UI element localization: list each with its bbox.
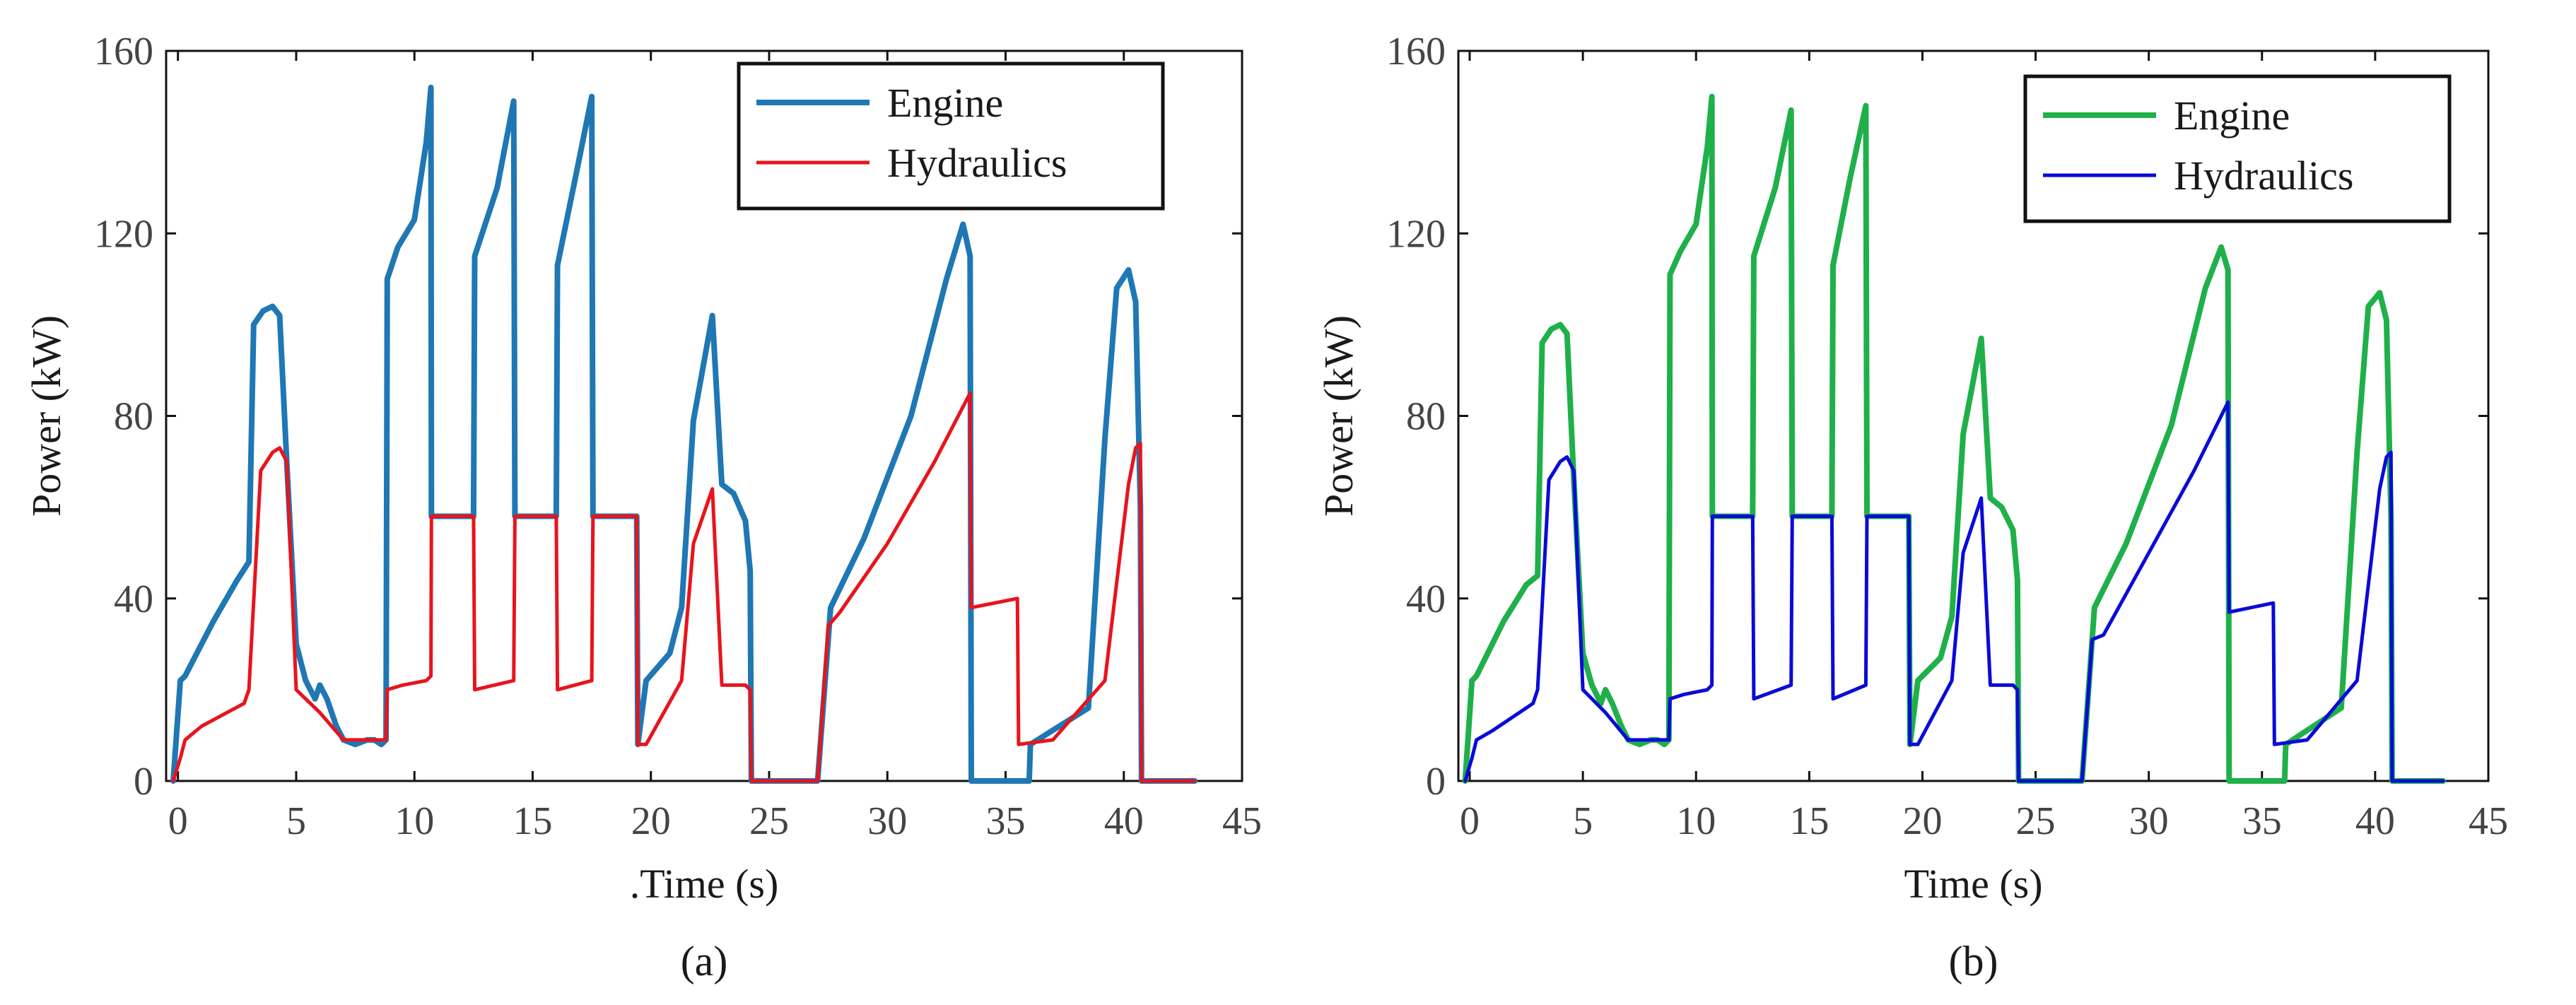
y-tick-label: 120 [94,212,153,256]
legend: Engine Hydraulics [2023,74,2452,223]
x-tick-label: 35 [2242,799,2282,843]
x-tick-label: 10 [1676,799,1716,843]
y-tick-label: 40 [1406,577,1446,621]
x-tick-label: 35 [985,799,1025,843]
y-tick-label: 160 [94,30,153,74]
x-tick-label: 30 [2129,799,2169,843]
x-tick-label: 5 [286,799,306,843]
series-line-hydraulics [1463,400,2445,783]
legend-box [737,61,1165,211]
x-axis-label: .Time (s) [630,861,779,907]
x-tick-label: 15 [513,799,552,843]
legend-box [2023,74,2452,223]
x-tick-label: 0 [1460,799,1480,843]
y-tick-label: 120 [1386,212,1446,256]
x-tick-label: 20 [631,799,671,843]
y-tick-label: 0 [134,760,153,804]
x-tick-label: 15 [1789,799,1829,843]
x-tick-label: 45 [2469,799,2508,843]
y-tick-label: 80 [1406,395,1446,439]
chart-panel-a: 0 5 10 15 20 25 30 35 40 45 0 40 80 120 160 .Time (s) Po… [23,30,1262,985]
x-tick-label: 0 [168,799,188,843]
legend-label-engine: Engine [887,80,1003,126]
x-tick-label: 40 [1104,799,1144,843]
x-tick-label: 45 [1222,799,1262,843]
x-tick-label: 25 [2016,799,2056,843]
x-tick-label: 20 [1902,799,1942,843]
chart-panel-b: 0 5 10 15 20 25 30 35 40 45 0 40 80 120 160 Time (s) Pow… [1316,30,2508,985]
x-axis-label: Time (s) [1904,861,2042,907]
y-tick-label: 160 [1386,30,1446,74]
x-tick-label: 10 [394,799,434,843]
x-tick-label: 5 [1573,799,1593,843]
x-tick-label: 30 [867,799,907,843]
legend: Engine Hydraulics [737,61,1165,211]
legend-label-hydraulics: Hydraulics [2174,153,2354,199]
y-tick-label: 40 [114,577,153,621]
y-axis-label: Power (kW) [23,315,69,517]
panel-caption: (b) [1949,938,1998,985]
legend-label-hydraulics: Hydraulics [887,140,1067,186]
series-line-hydraulics [171,391,1197,783]
x-tick-label: 40 [2355,799,2395,843]
panel-caption: (a) [681,938,728,985]
x-tick-label: 25 [749,799,789,843]
legend-label-engine: Engine [2174,93,2290,139]
y-tick-label: 80 [114,395,153,439]
y-axis-label: Power (kW) [1316,315,1362,517]
y-tick-label: 0 [1426,760,1446,804]
